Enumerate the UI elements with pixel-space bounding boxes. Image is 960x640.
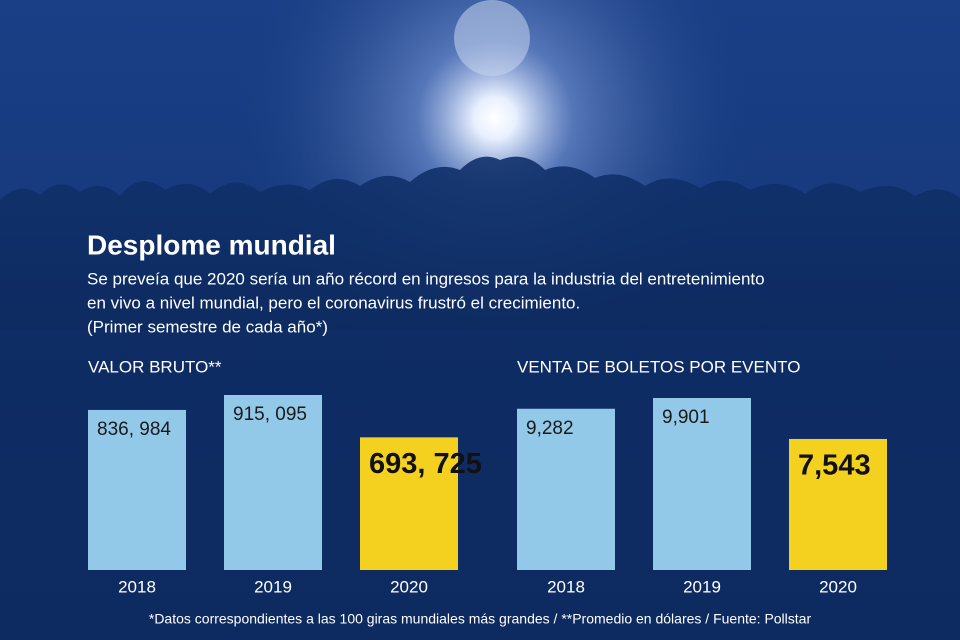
bar (360, 437, 458, 570)
bar (224, 395, 322, 570)
value-label: 915, 095 (233, 404, 307, 425)
category-label: 2019 (683, 577, 721, 596)
chart-title: VALOR BRUTO** (88, 357, 222, 376)
subtitle-line: en vivo a nivel mundial, pero el coronav… (87, 293, 580, 312)
category-label: 2018 (118, 577, 156, 596)
category-label: 2018 (547, 577, 585, 596)
value-label: 9,282 (526, 418, 574, 439)
bar (88, 409, 186, 570)
subtitle-line: Se preveía que 2020 sería un año récord … (87, 269, 765, 288)
bar (517, 408, 615, 570)
footnote: *Datos correspondientes a las 100 giras … (149, 611, 812, 627)
value-label: 9,901 (662, 407, 710, 428)
bar (789, 438, 887, 570)
subtitle-note: (Primer semestre de cada año*) (87, 317, 328, 336)
title: Desplome mundial (87, 229, 336, 260)
category-label: 2020 (390, 577, 428, 596)
category-label: 2020 (819, 577, 857, 596)
value-label: 7,543 (798, 450, 871, 482)
value-label: 693, 725 (369, 448, 482, 480)
category-label: 2019 (254, 577, 292, 596)
value-label: 836, 984 (97, 419, 171, 440)
crowd-silhouette (0, 156, 960, 330)
globe (454, 0, 530, 76)
chart-title: VENTA DE BOLETOS POR EVENTO (517, 357, 800, 376)
bar (653, 398, 751, 570)
